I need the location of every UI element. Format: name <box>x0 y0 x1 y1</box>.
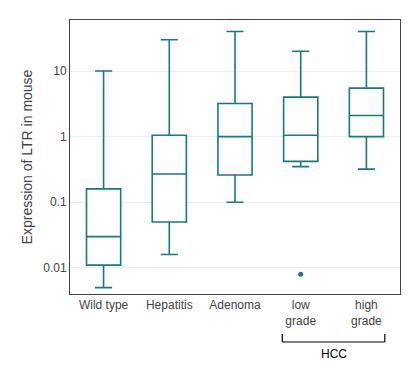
svg-text:highgrade: highgrade <box>351 298 382 328</box>
svg-text:1: 1 <box>60 130 67 144</box>
svg-text:Adenoma: Adenoma <box>209 298 261 312</box>
svg-text:10: 10 <box>53 64 67 78</box>
svg-text:Wild type: Wild type <box>79 298 129 312</box>
svg-text:Hepatitis: Hepatitis <box>146 298 193 312</box>
svg-text:HCC: HCC <box>321 347 347 361</box>
svg-text:lowgrade: lowgrade <box>285 298 316 328</box>
svg-text:0.1: 0.1 <box>50 195 67 209</box>
svg-text:Expression of LTR in mouse: Expression of LTR in mouse <box>19 69 35 244</box>
svg-text:0.01: 0.01 <box>43 261 67 275</box>
